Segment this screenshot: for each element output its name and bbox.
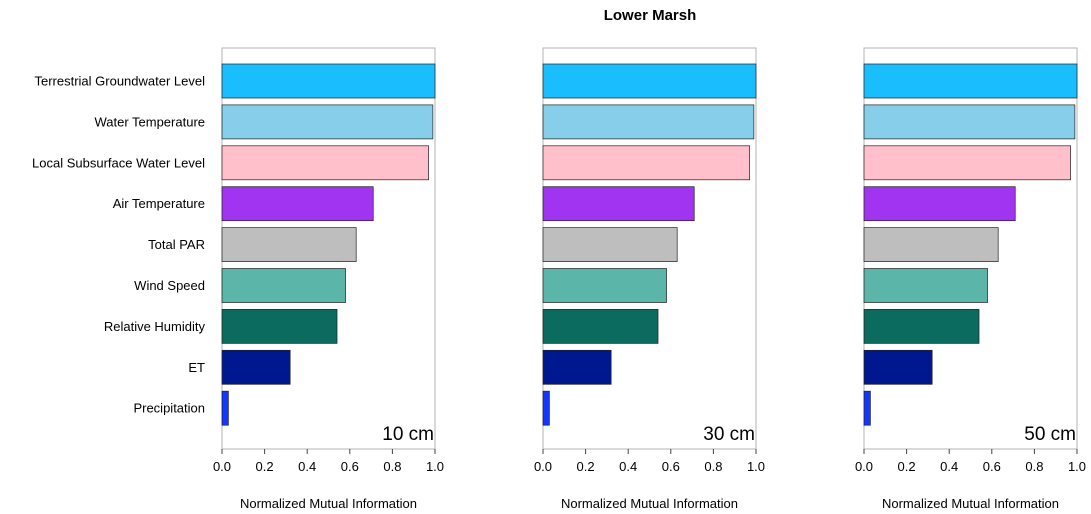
- panel: 0.0 0.2 0.4 0.6 0.8 1.0 Normalized Mutual Info…: [534, 47, 765, 511]
- bar: [221, 349, 291, 385]
- bar: [542, 63, 757, 99]
- x-axis-label: Normalized Mutual Information: [240, 496, 417, 511]
- bar: [863, 268, 988, 303]
- bar: [863, 349, 933, 385]
- bar: [863, 227, 999, 262]
- category-labels: Terrestrial Groundwater Level Water Tempe…: [32, 74, 205, 416]
- bar: [221, 63, 436, 99]
- category-label: Local Subsurface Water Level: [32, 155, 205, 170]
- tick-label: 0.2: [898, 459, 916, 474]
- category-label: Total PAR: [148, 237, 205, 252]
- tick-label: 0.6: [662, 459, 680, 474]
- tick-label: 0.0: [213, 459, 231, 474]
- x-axis-label: Normalized Mutual Information: [882, 496, 1059, 511]
- bar: [863, 104, 1076, 140]
- depth-label: 50 cm: [1024, 424, 1076, 445]
- bar: [221, 227, 357, 262]
- tick-label: 0.2: [256, 459, 274, 474]
- bar: [863, 390, 871, 426]
- panel: 0.0 0.2 0.4 0.6 0.8 1.0 Normalized Mutual Info…: [213, 47, 444, 511]
- category-label: Air Temperature: [113, 196, 205, 211]
- tick-label: 1.0: [1068, 459, 1086, 474]
- bar: [221, 104, 434, 140]
- bar: [221, 186, 374, 222]
- bar: [863, 186, 1016, 222]
- bar: [863, 309, 980, 344]
- depth-label: 10 cm: [382, 424, 434, 445]
- depth-label: 30 cm: [703, 424, 755, 445]
- bar: [542, 104, 755, 140]
- tick-label: 1.0: [426, 459, 444, 474]
- chart-title: Lower Marsh: [604, 7, 697, 24]
- category-label: Precipitation: [133, 401, 205, 416]
- tick-label: 0.4: [619, 459, 637, 474]
- category-label: ET: [188, 360, 205, 375]
- bar: [542, 268, 667, 303]
- panels: 0.0 0.2 0.4 0.6 0.8 1.0 Normalized Mutual Info…: [213, 47, 1086, 511]
- bar: [221, 309, 338, 344]
- tick-label: 0.6: [983, 459, 1001, 474]
- tick-label: 0.8: [383, 459, 401, 474]
- bar: [221, 390, 229, 426]
- tick-label: 0.8: [1025, 459, 1043, 474]
- tick-label: 0.0: [534, 459, 552, 474]
- bar: [542, 309, 659, 344]
- tick-label: 0.8: [704, 459, 722, 474]
- bar: [863, 145, 1071, 181]
- bar: [542, 227, 678, 262]
- tick-label: 0.4: [940, 459, 958, 474]
- panel: 0.0 0.2 0.4 0.6 0.8 1.0 Normalized Mutual Info…: [855, 47, 1086, 511]
- tick-label: 0.6: [341, 459, 359, 474]
- tick-label: 0.0: [855, 459, 873, 474]
- category-label: Water Temperature: [94, 114, 205, 129]
- bar: [542, 349, 612, 385]
- tick-label: 0.4: [298, 459, 316, 474]
- category-label: Wind Speed: [134, 278, 205, 293]
- bar: [863, 63, 1078, 99]
- x-axis-label: Normalized Mutual Information: [561, 496, 738, 511]
- bar: [221, 145, 429, 181]
- bar: [542, 145, 750, 181]
- tick-label: 0.2: [577, 459, 595, 474]
- category-label: Terrestrial Groundwater Level: [34, 74, 205, 89]
- category-label: Relative Humidity: [104, 319, 206, 334]
- bar: [542, 390, 550, 426]
- bar: [542, 186, 695, 222]
- tick-label: 1.0: [747, 459, 765, 474]
- bar: [221, 268, 346, 303]
